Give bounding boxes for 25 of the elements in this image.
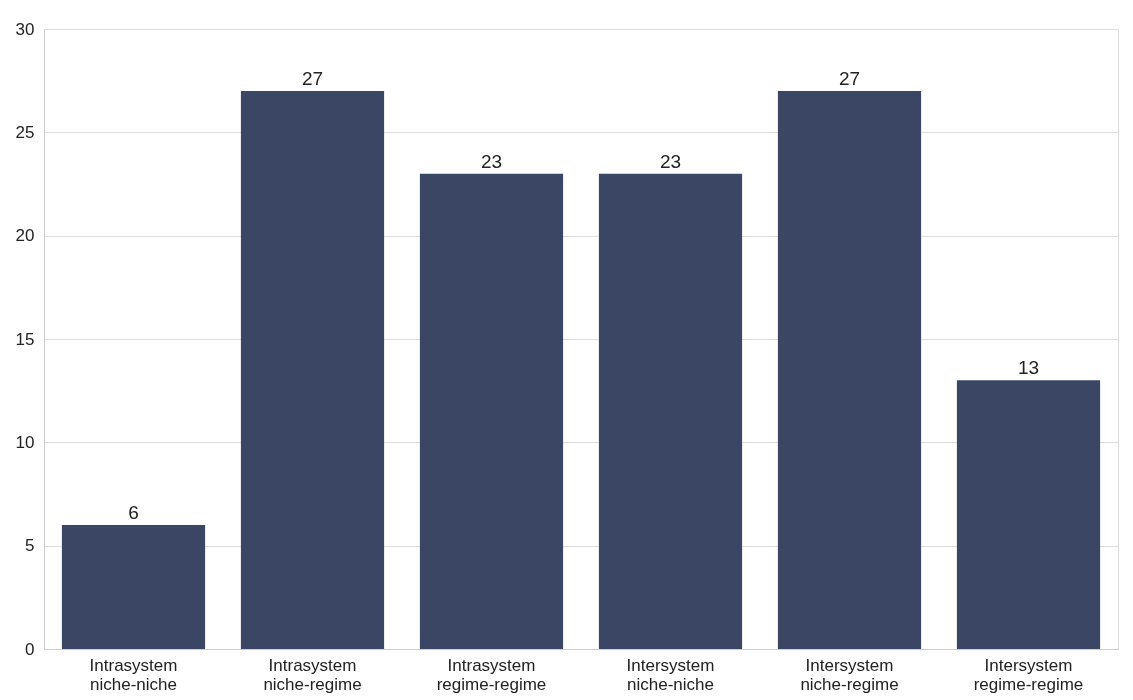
- data-label: 23: [659, 150, 682, 172]
- data-label: 6: [128, 502, 139, 523]
- data-label: 27: [301, 68, 324, 89]
- x-tick-label: Intersystem niche-regime: [800, 655, 899, 694]
- y-tick-label: 25: [15, 122, 35, 142]
- data-label: 23: [480, 150, 503, 172]
- y-tick-label: 5: [25, 536, 35, 556]
- x-tick-label: Intersystem niche-niche: [626, 655, 715, 694]
- bar: [240, 91, 385, 649]
- bar: [419, 173, 564, 649]
- bar: [956, 380, 1101, 649]
- data-label: 13: [1017, 357, 1040, 379]
- y-tick-label: 15: [15, 329, 35, 349]
- bar: [598, 173, 743, 649]
- y-tick-label: 10: [15, 432, 35, 452]
- y-tick-label: 20: [15, 226, 35, 246]
- bar: [777, 91, 922, 649]
- y-tick-label: 0: [25, 639, 35, 659]
- y-tick-label: 30: [15, 19, 35, 39]
- bar: [61, 525, 206, 649]
- x-tick-label: Intrasystem regime-regime: [436, 655, 547, 694]
- x-tick-label: Intrasystem niche-niche: [89, 655, 178, 694]
- x-tick-label: Intrasystem niche-regime: [263, 655, 362, 694]
- x-tick-label: Intersystem regime-regime: [973, 655, 1084, 694]
- data-label: 27: [838, 68, 861, 89]
